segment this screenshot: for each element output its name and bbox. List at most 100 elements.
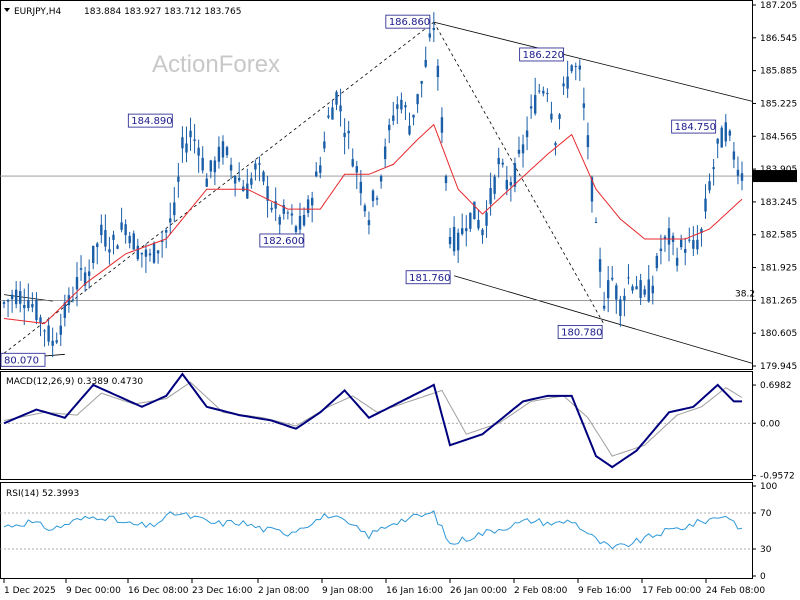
price-tick-label: 186.545 bbox=[760, 34, 797, 44]
time-tick-label: 26 Jan 00:00 bbox=[450, 586, 507, 596]
candle-body bbox=[229, 164, 233, 171]
candle-body bbox=[274, 201, 277, 209]
candle-body bbox=[448, 236, 452, 245]
candle-body bbox=[225, 147, 229, 156]
price-callout-label: 182.600 bbox=[263, 236, 304, 247]
candle-body bbox=[132, 233, 135, 250]
candle-body bbox=[651, 285, 654, 294]
current-price-label: 183.765 bbox=[758, 172, 795, 182]
candle-body bbox=[392, 115, 395, 121]
price-callout-label: 180.780 bbox=[561, 327, 602, 338]
candle-body bbox=[278, 216, 281, 225]
time-tick-label: 17 Feb 00:00 bbox=[642, 586, 701, 596]
time-tick-label: 2 Jan 08:00 bbox=[258, 586, 310, 596]
candle-body bbox=[266, 186, 269, 201]
candle-body bbox=[740, 173, 744, 181]
candle-body bbox=[87, 271, 91, 276]
time-tick-label: 9 Jan 08:00 bbox=[322, 586, 374, 596]
candle-body bbox=[375, 198, 379, 200]
price-callout-box bbox=[557, 325, 603, 339]
candle-body bbox=[724, 122, 727, 142]
candle-body bbox=[250, 178, 253, 185]
candle-body bbox=[456, 232, 460, 251]
candle-body bbox=[505, 179, 509, 190]
candle-body bbox=[177, 176, 180, 182]
trend-line bbox=[453, 275, 753, 364]
time-tick-label: 24 Feb 08:00 bbox=[706, 586, 765, 596]
candle-body bbox=[533, 95, 537, 114]
candle-body bbox=[55, 340, 58, 343]
price-callout-box bbox=[385, 14, 431, 29]
candle-body bbox=[63, 302, 67, 318]
candle-body bbox=[302, 214, 306, 226]
rsi-title: RSI(14) 52.3993 bbox=[6, 489, 79, 499]
candle-body bbox=[35, 299, 38, 321]
candle-body bbox=[254, 163, 257, 170]
candle-body bbox=[404, 105, 407, 108]
trend-line bbox=[433, 21, 605, 325]
dropdown-triangle-icon[interactable] bbox=[4, 8, 10, 12]
price-tick-label: 187.205 bbox=[760, 1, 797, 11]
candle-body bbox=[550, 113, 553, 120]
candle-body bbox=[481, 229, 484, 236]
candle-body bbox=[2, 302, 6, 304]
candle-body bbox=[558, 114, 561, 119]
price-callout-box bbox=[0, 352, 46, 367]
price-callouts: 186.860 186.220 184.890 184.750 182.600 181.7… bbox=[0, 14, 717, 367]
candle-body bbox=[19, 291, 22, 304]
candle-body bbox=[201, 157, 204, 171]
candle-body bbox=[217, 146, 221, 162]
candle-body bbox=[655, 255, 659, 269]
candle-body bbox=[124, 224, 127, 236]
candle-body bbox=[639, 280, 642, 298]
macd-signal-line bbox=[3, 381, 743, 457]
candle-body bbox=[331, 107, 334, 120]
candle-body bbox=[598, 259, 602, 272]
price-tick-label: 183.245 bbox=[760, 198, 797, 208]
candle-body bbox=[359, 181, 363, 194]
candle-body bbox=[578, 65, 582, 70]
candle-body bbox=[270, 207, 273, 210]
candle-body bbox=[152, 242, 156, 263]
candle-body bbox=[623, 295, 626, 301]
candle-body bbox=[343, 132, 346, 137]
candle-body bbox=[461, 228, 464, 235]
watermark-logo: ActionForex bbox=[152, 51, 280, 78]
candle-body bbox=[631, 286, 634, 291]
time-tick-label: 1 Dec 2025 bbox=[4, 586, 56, 596]
candle-body bbox=[193, 139, 196, 141]
candle-body bbox=[221, 141, 225, 158]
macd-panel bbox=[0, 371, 753, 480]
candle-body bbox=[43, 330, 46, 332]
candle-body bbox=[416, 94, 419, 105]
candle-body bbox=[205, 178, 208, 187]
candle-body bbox=[51, 340, 54, 346]
candle-body bbox=[197, 147, 200, 156]
candle-body bbox=[590, 177, 594, 202]
time-axis: 1 Dec 2025 9 Dec 00:00 16 Dec 08:00 23 Dec … bbox=[3, 579, 765, 596]
time-tick-label: 16 Dec 08:00 bbox=[128, 586, 189, 596]
candle-body bbox=[96, 243, 99, 248]
macd-tick-label: 0.00 bbox=[760, 419, 780, 429]
candle-body bbox=[173, 202, 176, 216]
candle-body bbox=[647, 279, 650, 302]
candle-body bbox=[712, 167, 715, 170]
candle-body bbox=[128, 235, 131, 244]
candle-body bbox=[27, 300, 30, 309]
candle-body bbox=[444, 176, 448, 184]
candle-body bbox=[367, 220, 371, 226]
candle-body bbox=[627, 277, 630, 279]
candle-body bbox=[566, 76, 569, 89]
price-tick-label: 185.885 bbox=[760, 67, 797, 77]
price-callout-label: 186.220 bbox=[523, 50, 564, 61]
candle-body bbox=[611, 277, 614, 280]
price-tick-label: 185.225 bbox=[760, 99, 797, 109]
candle-body bbox=[104, 230, 107, 247]
candle-body bbox=[156, 250, 160, 254]
candle-body bbox=[525, 130, 529, 138]
rsi-tick-label: 0 bbox=[760, 572, 766, 582]
candle-body bbox=[529, 106, 533, 109]
candle-body bbox=[71, 299, 75, 301]
candle-body bbox=[728, 130, 732, 136]
